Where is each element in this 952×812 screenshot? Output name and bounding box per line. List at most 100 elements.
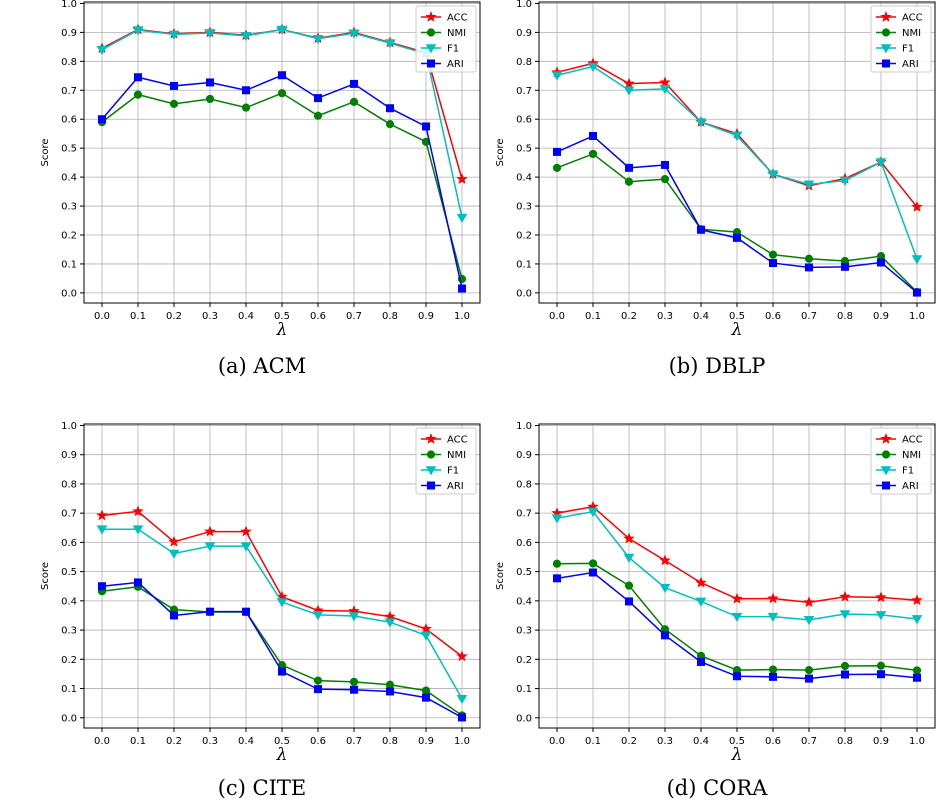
data-point-acc	[767, 592, 779, 604]
y-tick-label: 0.1	[516, 259, 532, 270]
x-tick-label: 0.1	[130, 736, 146, 747]
legend-label-f1: F1	[902, 44, 914, 55]
data-point-ari	[98, 115, 106, 124]
legend-label-nmi: NMI	[902, 28, 921, 39]
data-point-f1	[204, 29, 216, 39]
data-point-nmi	[804, 666, 814, 675]
data-point-ari	[314, 685, 322, 694]
series-nmi	[97, 89, 467, 284]
data-point-nmi	[840, 661, 850, 671]
data-point-f1	[875, 611, 887, 621]
data-point-f1	[168, 549, 180, 559]
legend-box	[415, 5, 477, 73]
data-point-acc	[623, 532, 635, 544]
x-tick-label: 0.2	[621, 311, 637, 322]
data-point-acc	[911, 200, 923, 212]
series-nmi	[552, 559, 922, 675]
data-point-f1	[276, 598, 288, 608]
data-point-nmi	[169, 99, 179, 108]
data-point-ari	[769, 672, 777, 681]
y-tick-label: 0.3	[61, 626, 77, 637]
data-point-nmi	[588, 149, 598, 159]
legend-marker-acc	[425, 433, 437, 444]
data-point-ari	[170, 81, 178, 90]
legend-marker-acc	[880, 11, 892, 22]
x-tick-label: 0.0	[94, 311, 110, 322]
y-tick-label: 0.5	[61, 144, 77, 155]
x-tick-label: 0.9	[873, 736, 889, 747]
y-tick-label: 1.0	[516, 0, 532, 10]
y-tick-label: 0.3	[516, 202, 532, 213]
y-tick-label: 0.4	[516, 596, 532, 607]
panel-caption: (b) DBLP	[669, 354, 766, 378]
data-point-ari	[805, 674, 813, 683]
y-tick-label: 0.3	[61, 202, 77, 213]
x-tick-label: 0.6	[310, 311, 326, 322]
x-tick-label: 0.7	[346, 736, 362, 747]
x-tick-label: 0.5	[729, 736, 745, 747]
data-point-ari	[589, 132, 597, 141]
data-point-f1	[659, 583, 671, 594]
data-point-ari	[98, 582, 106, 591]
data-point-ari	[841, 670, 849, 679]
legend-label-acc: ACC	[902, 13, 923, 24]
data-point-ari	[733, 233, 741, 242]
data-point-f1	[456, 213, 468, 224]
y-tick-label: 0.8	[61, 57, 77, 68]
y-tick-label: 0.2	[61, 655, 77, 666]
data-point-nmi	[624, 177, 634, 186]
y-tick-label: 0.7	[61, 509, 77, 520]
x-axis-label: λ	[731, 320, 743, 340]
data-point-f1	[132, 26, 144, 36]
y-axis-label: Score	[40, 138, 51, 166]
x-tick-label: 0.3	[657, 736, 673, 747]
data-point-f1	[731, 612, 743, 623]
x-tick-label: 0.1	[130, 311, 146, 322]
legend-marker-ari	[427, 481, 435, 490]
data-point-nmi	[588, 559, 598, 568]
data-point-ari	[553, 574, 561, 583]
data-point-acc	[803, 596, 815, 608]
data-point-f1	[911, 615, 923, 625]
data-point-ari	[386, 687, 394, 696]
y-tick-label: 0.3	[516, 626, 532, 637]
data-point-ari	[697, 225, 705, 234]
data-point-f1	[551, 514, 563, 524]
y-tick-label: 0.7	[61, 86, 77, 97]
data-point-acc	[456, 173, 468, 184]
y-tick-label: 0.4	[516, 173, 532, 184]
series-acc	[551, 500, 923, 608]
data-point-nmi	[421, 686, 431, 695]
data-point-nmi	[313, 111, 323, 120]
series-f1	[551, 507, 923, 626]
data-point-ari	[350, 685, 358, 694]
x-tick-label: 0.4	[693, 311, 709, 322]
legend-box	[415, 427, 477, 495]
data-point-f1	[839, 176, 851, 186]
x-tick-label: 0.4	[238, 736, 254, 747]
x-tick-label: 0.7	[801, 311, 817, 322]
legend-marker-acc	[425, 11, 437, 22]
series-ari	[553, 132, 921, 297]
data-point-f1	[623, 553, 635, 563]
y-tick-label: 0.1	[516, 684, 532, 695]
data-point-ari	[422, 122, 430, 131]
data-point-ari	[841, 262, 849, 271]
data-point-acc	[623, 77, 635, 89]
y-axis-label: Score	[40, 562, 51, 590]
data-point-nmi	[660, 175, 670, 184]
x-tick-label: 0.2	[621, 736, 637, 747]
data-point-f1	[312, 611, 324, 621]
y-tick-label: 0.4	[61, 596, 77, 607]
data-point-f1	[659, 85, 671, 95]
legend-label-f1: F1	[902, 466, 914, 477]
data-point-acc	[875, 591, 887, 603]
data-point-f1	[384, 39, 396, 49]
y-tick-label: 0.4	[61, 173, 77, 184]
y-tick-label: 0.9	[61, 450, 77, 461]
x-axis-label: λ	[276, 320, 288, 340]
legend-box	[870, 5, 932, 73]
data-point-ari	[697, 657, 705, 666]
data-point-nmi	[277, 89, 287, 98]
x-tick-label: 1.0	[909, 311, 925, 322]
